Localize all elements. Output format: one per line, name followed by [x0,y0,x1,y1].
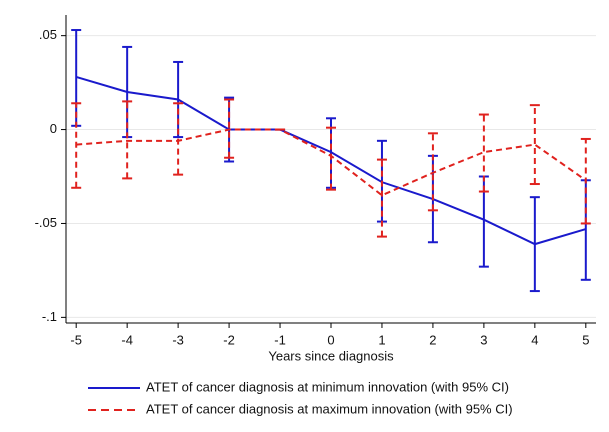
x-tick-label: -4 [121,332,133,347]
x-tick-label: 4 [531,332,538,347]
x-tick-label: -3 [172,332,184,347]
x-tick-label: 3 [480,332,487,347]
y-tick-label: .05 [39,27,57,42]
x-tick-label: -2 [223,332,235,347]
y-tick-label: 0 [50,121,57,136]
x-tick-label: -5 [70,332,82,347]
x-tick-label: 0 [327,332,334,347]
y-tick-label: -.1 [42,309,57,324]
x-tick-label: -1 [274,332,286,347]
x-tick-label: 1 [378,332,385,347]
series-line [76,128,587,197]
legend-label: ATET of cancer diagnosis at minimum inno… [146,379,509,394]
legend-label: ATET of cancer diagnosis at maximum inno… [146,401,513,416]
x-tick-label: 2 [429,332,436,347]
x-axis-label: Years since diagnosis [268,348,394,363]
x-tick-label: 5 [582,332,589,347]
y-tick-label: -.05 [35,215,57,230]
series-line [75,76,587,246]
